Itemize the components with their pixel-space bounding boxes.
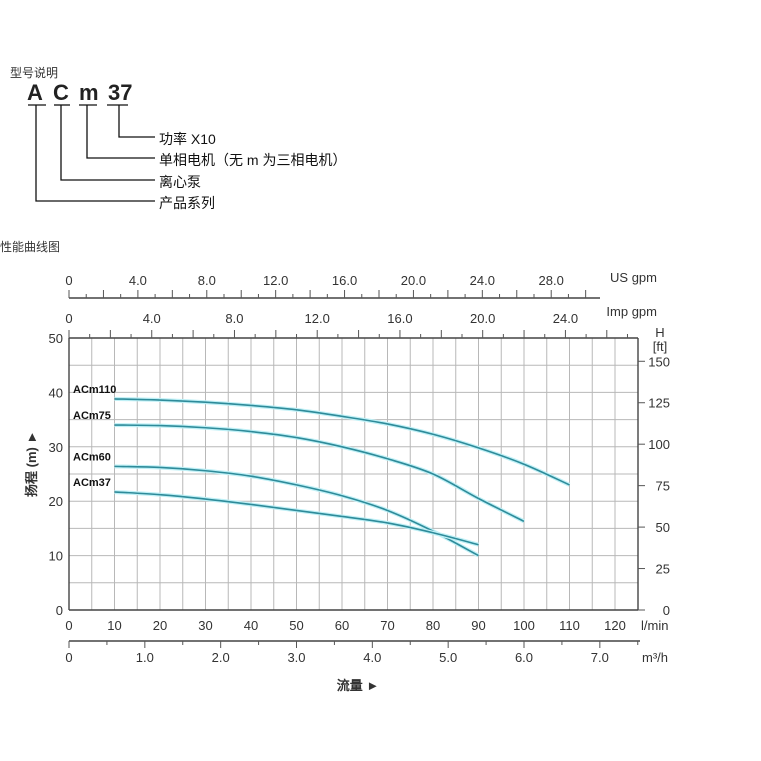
us-gpm-tick-label: 4.0 (129, 273, 147, 288)
x-tick-label: 100 (513, 618, 535, 633)
x-tick-label: 40 (244, 618, 258, 633)
us-gpm-tick-label: 28.0 (539, 273, 564, 288)
svg-text:[ft]: [ft] (653, 339, 667, 354)
y2-tick-label: 125 (648, 396, 670, 411)
m3h-tick-label: 3.0 (287, 650, 305, 665)
model-code-c: C (53, 80, 69, 105)
y-tick-label: 40 (49, 385, 63, 400)
curve-acm110 (114, 398, 570, 486)
us-gpm-tick-label: 0 (65, 273, 72, 288)
curve-acm37 (114, 491, 479, 546)
x-tick-label: 70 (380, 618, 394, 633)
imp-gpm-tick-label: 0 (65, 311, 72, 326)
m3h-tick-label: 1.0 (136, 650, 154, 665)
x-tick-label: 50 (289, 618, 303, 633)
y-tick-label: 0 (56, 603, 63, 618)
svg-text:m³/h: m³/h (642, 650, 668, 665)
y2-tick-label: 75 (656, 479, 670, 494)
curve-label: ACm37 (73, 477, 111, 489)
y2-tick-label: 100 (648, 437, 670, 452)
x-tick-label: 120 (604, 618, 626, 633)
explanation-pump-type: 离心泵 (159, 174, 201, 190)
x-tick-label: 30 (198, 618, 212, 633)
y-tick-label: 50 (49, 331, 63, 346)
x-tick-label: 60 (335, 618, 349, 633)
model-code-m: m (79, 80, 99, 105)
x-tick-label: 0 (65, 618, 72, 633)
m3h-tick-label: 5.0 (439, 650, 457, 665)
curve-section-title: 性能曲线图 (0, 240, 61, 254)
m3h-tick-label: 4.0 (363, 650, 381, 665)
y2-tick-label: 150 (648, 354, 670, 369)
explanation-motor: 单相电机（无 m 为三相电机） (159, 152, 347, 168)
curve-acm60 (114, 465, 479, 557)
imp-gpm-tick-label: 12.0 (305, 311, 330, 326)
model-code-a: A (27, 80, 43, 105)
y-axis-title: 扬程 (m) ► (24, 431, 39, 497)
us-gpm-tick-label: 16.0 (332, 273, 357, 288)
curve-label: ACm75 (73, 410, 111, 422)
explanation-power: 功率 X10 (159, 131, 216, 147)
us-gpm-tick-label: 8.0 (198, 273, 216, 288)
imp-gpm-tick-label: 20.0 (470, 311, 495, 326)
x-tick-label: 110 (559, 618, 580, 633)
explanation-series: 产品系列 (159, 195, 215, 211)
us-gpm-tick-label: 24.0 (470, 273, 495, 288)
imp-gpm-tick-label: 4.0 (143, 311, 161, 326)
x-tick-label: 90 (471, 618, 485, 633)
us-gpm-tick-label: 20.0 (401, 273, 426, 288)
y-tick-label: 10 (49, 549, 63, 564)
svg-text:US gpm: US gpm (610, 270, 657, 285)
y2-tick-label: 50 (656, 520, 670, 535)
y-tick-label: 20 (49, 494, 63, 509)
y2-tick-label: 25 (656, 562, 670, 577)
m3h-tick-label: 0 (65, 650, 72, 665)
model-code-power: 37 (108, 80, 133, 105)
svg-text:H: H (655, 325, 664, 340)
curve-label: ACm60 (73, 451, 111, 463)
y-tick-label: 30 (49, 440, 63, 455)
model-section-title: 型号说明 (10, 66, 59, 80)
x-tick-label: 80 (426, 618, 440, 633)
x-tick-label: 20 (153, 618, 167, 633)
imp-gpm-tick-label: 16.0 (387, 311, 412, 326)
svg-text:l/min: l/min (641, 618, 668, 633)
svg-text:Imp gpm: Imp gpm (606, 304, 657, 319)
chart-grid (69, 338, 638, 610)
m3h-tick-label: 6.0 (515, 650, 533, 665)
curve-label: ACm110 (73, 384, 116, 396)
imp-gpm-tick-label: 24.0 (553, 311, 578, 326)
imp-gpm-tick-label: 8.0 (225, 311, 243, 326)
y2-tick-label: 0 (663, 603, 670, 618)
curve-acm75 (114, 424, 525, 523)
x-axis-title: 流量 ► (337, 678, 379, 693)
m3h-tick-label: 2.0 (212, 650, 230, 665)
m3h-tick-label: 7.0 (591, 650, 609, 665)
us-gpm-tick-label: 12.0 (263, 273, 288, 288)
x-tick-label: 10 (107, 618, 121, 633)
